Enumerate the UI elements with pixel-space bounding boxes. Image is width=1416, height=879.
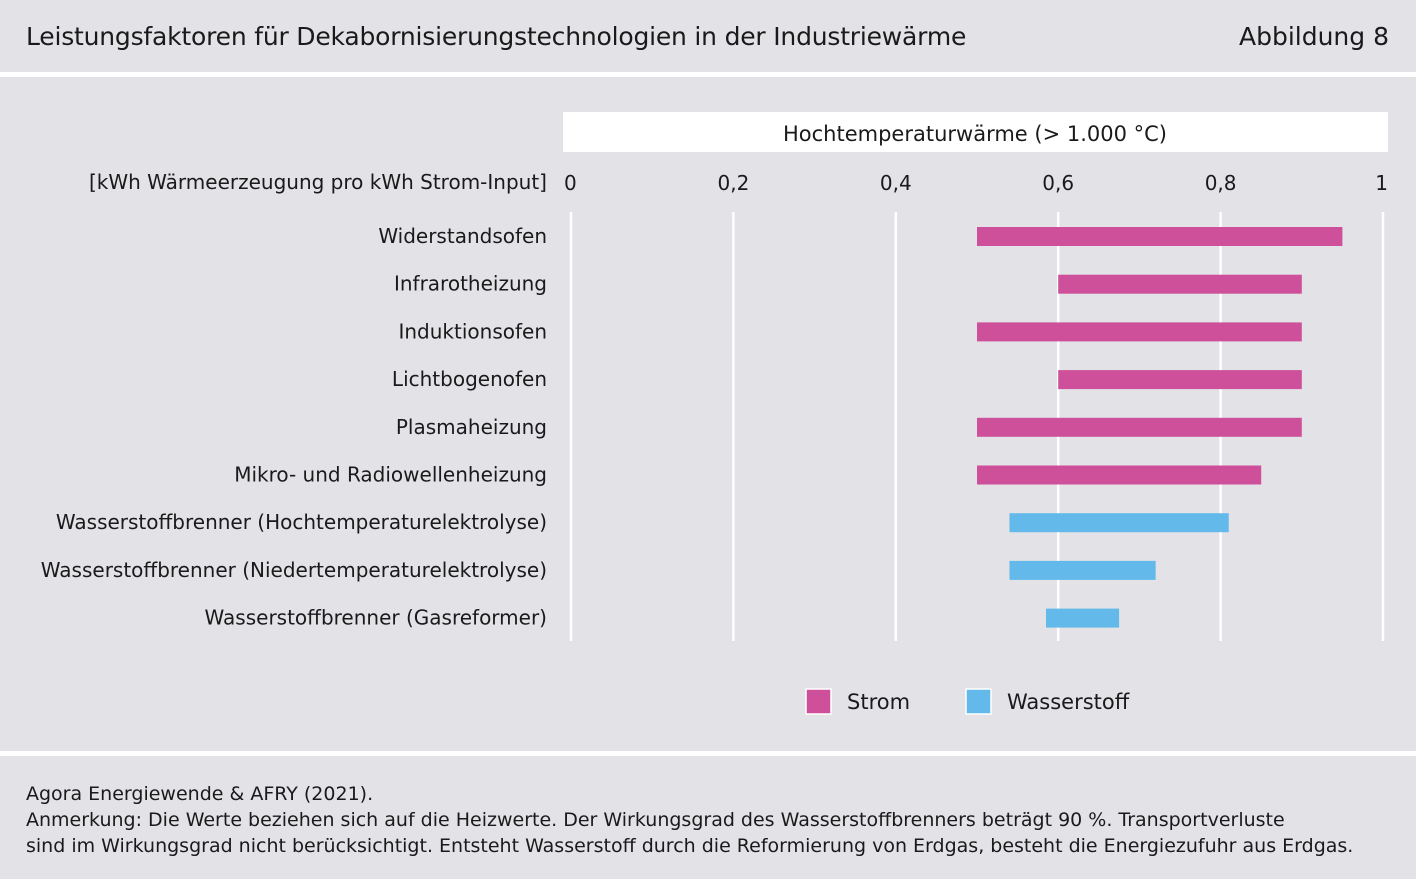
- category-label: Wasserstoffbrenner (Gasreformer): [205, 606, 547, 630]
- category-label: Infrarotheizung: [394, 272, 547, 296]
- x-tick-labels: 0 0,2 0,4 0,6 0,8 1: [564, 171, 1388, 195]
- range-bar: [1046, 608, 1120, 628]
- legend-label: Strom: [847, 690, 910, 714]
- source-note: Agora Energiewende & AFRY (2021).: [26, 783, 374, 805]
- range-bar: [977, 417, 1302, 437]
- unit-label: [kWh Wärmeerzeugung pro kWh Strom-Input]: [89, 170, 547, 194]
- x-tick-label: 0,4: [880, 171, 912, 195]
- legend-swatch: [805, 688, 832, 715]
- remark-line-1: Anmerkung: Die Werte beziehen sich auf d…: [26, 809, 1285, 831]
- panel-header: Hochtemperaturwärme (> 1.000 °C): [563, 112, 1388, 152]
- range-bar: [977, 227, 1343, 246]
- range-bar: [977, 465, 1262, 485]
- category-label: Lichtbogenofen: [392, 367, 547, 391]
- legend-label: Wasserstoff: [1007, 690, 1130, 714]
- category-label: Plasmaheizung: [396, 415, 547, 439]
- footer-divider: [0, 751, 1416, 756]
- remark-line-2: sind im Wirkungsgrad nicht berücksichtig…: [26, 835, 1354, 857]
- panel-title-box: [563, 112, 1388, 152]
- legend: Strom Wasserstoff: [805, 688, 1130, 715]
- x-tick-label: 0,6: [1042, 171, 1074, 195]
- range-bar: [977, 322, 1302, 342]
- figure-header: Leistungsfaktoren für Dekabornisierungst…: [0, 0, 1416, 74]
- legend-swatch: [965, 688, 992, 715]
- category-label: Wasserstoffbrenner (Niedertemperaturelek…: [41, 558, 547, 582]
- x-tick-label: 0,2: [717, 171, 749, 195]
- range-bar: [1009, 560, 1156, 580]
- category-labels: Widerstandsofen Infrarotheizung Induktions…: [41, 224, 547, 630]
- range-bar-chart: Hochtemperaturwärme (> 1.000 °C) [kWh Wä…: [41, 112, 1388, 715]
- category-label: Mikro- und Radiowellenheizung: [234, 463, 547, 487]
- panel-title: Hochtemperaturwärme (> 1.000 °C): [783, 122, 1167, 146]
- category-label: Induktionsofen: [398, 319, 547, 343]
- x-tick-label: 0,8: [1205, 171, 1237, 195]
- range-bars: [977, 227, 1343, 628]
- header-divider: [0, 72, 1416, 77]
- footer-notes: Agora Energiewende & AFRY (2021). Anmerk…: [26, 781, 1353, 859]
- figure-title: Leistungsfaktoren für Dekabornisierungst…: [26, 22, 967, 51]
- category-label: Widerstandsofen: [378, 224, 547, 248]
- range-bar: [1009, 513, 1229, 533]
- range-bar: [1058, 370, 1302, 390]
- x-tick-label: 0: [564, 171, 577, 195]
- category-label: Wasserstoffbrenner (Hochtemperaturelektr…: [56, 510, 547, 534]
- figure-label: Abbildung 8: [1238, 22, 1389, 51]
- x-tick-label: 1: [1375, 171, 1388, 195]
- range-bar: [1058, 274, 1302, 294]
